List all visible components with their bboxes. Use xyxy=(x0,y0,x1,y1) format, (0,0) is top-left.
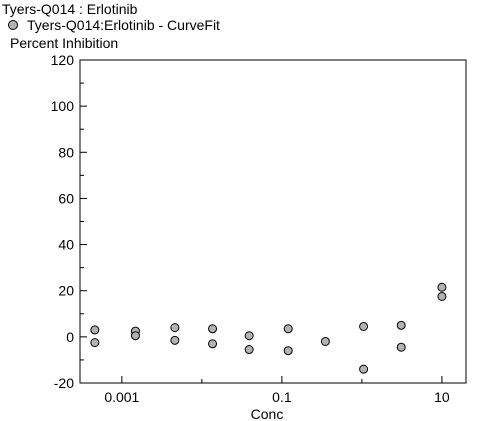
data-point xyxy=(396,342,406,352)
y-tick-label: 0 xyxy=(66,329,74,345)
x-axis-label: Conc xyxy=(251,406,284,421)
data-point xyxy=(437,282,447,292)
y-axis-label: Percent Inhibition xyxy=(10,35,119,51)
data-point xyxy=(170,335,180,345)
chart-title: Tyers-Q014 : Erlotinib xyxy=(2,1,138,17)
data-point xyxy=(283,324,293,334)
legend-marker-icon xyxy=(8,20,18,30)
data-point xyxy=(244,331,254,341)
data-point xyxy=(320,336,330,346)
data-point xyxy=(396,320,406,330)
legend-label: Tyers-Q014:Erlotinib - CurveFit xyxy=(27,17,220,33)
data-point xyxy=(90,338,100,348)
x-tick-label: 0.1 xyxy=(272,389,292,405)
data-point xyxy=(90,325,100,335)
legend: Tyers-Q014:Erlotinib - CurveFit xyxy=(8,17,220,33)
x-tick-label: 10 xyxy=(434,389,450,405)
data-point xyxy=(130,331,140,341)
data-point xyxy=(208,339,218,349)
y-tick-label: -20 xyxy=(54,375,74,391)
y-tick-label: 100 xyxy=(51,98,75,114)
data-point xyxy=(437,291,447,301)
data-point xyxy=(359,364,369,374)
y-tick-label: 120 xyxy=(51,52,75,68)
data-point xyxy=(283,346,293,356)
y-tick-label: 40 xyxy=(58,237,74,253)
y-tick-label: 20 xyxy=(58,283,74,299)
data-point xyxy=(244,345,254,355)
data-point xyxy=(170,323,180,333)
data-point xyxy=(359,321,369,331)
data-point xyxy=(208,324,218,334)
x-tick-label: 0.001 xyxy=(104,389,139,405)
y-tick-label: 60 xyxy=(58,190,74,206)
y-tick-label: 80 xyxy=(58,144,74,160)
